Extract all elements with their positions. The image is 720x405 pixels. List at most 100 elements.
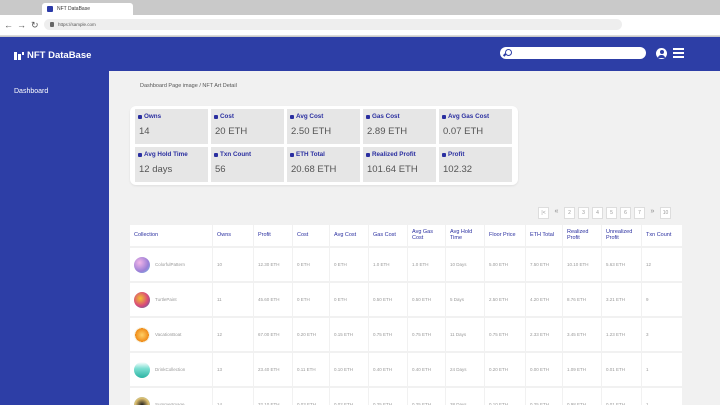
page-button[interactable]: 2 [564, 207, 575, 219]
logo[interactable]: NFT DataBase [14, 50, 91, 61]
table-cell: 3 [642, 318, 682, 351]
hash-icon [214, 152, 218, 157]
stat-value: 102.32 [443, 164, 473, 175]
search-icon [505, 49, 512, 56]
back-button[interactable]: ← [4, 20, 13, 30]
page-button[interactable]: 7 [634, 207, 645, 219]
page-prev-button[interactable]: « [554, 208, 559, 215]
table-cell: 0.10 ETH [330, 353, 368, 386]
table-cell: 3.45 ETH [563, 318, 601, 351]
main-content: Dashboard Page image / NFT Art Detail Ow… [109, 71, 720, 405]
stat-label: Owns [144, 113, 162, 120]
url-input[interactable]: https://sample.com [44, 19, 622, 30]
collection-avatar [134, 256, 150, 273]
column-header[interactable]: Profit [254, 225, 292, 246]
table-cell: 45.60 ETH [254, 283, 292, 316]
table-cell: 11 [213, 283, 253, 316]
profit-icon [366, 152, 370, 157]
column-header[interactable]: Txn Count [642, 225, 682, 246]
table-cell: 12 [213, 318, 253, 351]
column-header[interactable]: Unrealized Profit [602, 225, 641, 246]
eth-icon [290, 152, 294, 157]
page-first-button[interactable]: |< [538, 207, 549, 219]
column-header[interactable]: Avg Hold Time [446, 225, 484, 246]
table-row[interactable]: VacationBoat 12 67.00 ETH 0.20 ETH 0.15 ETH 0… [130, 318, 682, 351]
collection-cell: ColorfulPattern [130, 248, 212, 281]
logo-icon [14, 51, 24, 60]
table-cell: 0.01 ETH [602, 353, 641, 386]
column-header[interactable]: Gas Cost [369, 225, 407, 246]
stat-profit: Profit 102.32 [439, 147, 512, 182]
reload-button[interactable]: ↻ [31, 20, 39, 30]
table-cell: 11 Days [446, 318, 484, 351]
page-button[interactable]: 3 [578, 207, 589, 219]
table-cell: 4.20 ETH [526, 283, 562, 316]
collection-name[interactable]: VacationBoat [155, 332, 182, 337]
tab-favicon-icon [47, 6, 53, 12]
stat-gas-cost: Gas Cost 2.89 ETH [363, 109, 436, 144]
collection-name[interactable]: DrinkCollection [155, 367, 186, 372]
collection-avatar [134, 326, 150, 343]
page-next-button[interactable]: » [650, 208, 655, 215]
column-header[interactable]: Avg Cost [330, 225, 368, 246]
table-cell: 0.10 ETH [485, 388, 525, 405]
table-cell: 0.75 ETH [369, 318, 407, 351]
stat-value: 14 [139, 126, 150, 137]
column-header[interactable]: ETH Total [526, 225, 562, 246]
lock-icon [50, 22, 54, 27]
stat-value: 0.07 ETH [443, 126, 484, 137]
collection-avatar [134, 361, 150, 378]
table-cell: 0 ETH [330, 248, 368, 281]
table-cell: 2.33 ETH [526, 318, 562, 351]
column-header[interactable]: Realized Profit [563, 225, 601, 246]
page-button[interactable]: 6 [620, 207, 631, 219]
table-row[interactable]: SummerImage 14 32.10 ETH 0.03 ETH 0.02 ETH 0.… [130, 388, 682, 405]
page-button[interactable]: 4 [592, 207, 603, 219]
table-cell: 0 ETH [293, 248, 329, 281]
stats-panel: Owns 14 Cost 20 ETH Avg Cost 2.50 ETH Ga… [130, 106, 518, 185]
browser-tab[interactable]: NFT DataBase [42, 3, 133, 15]
table-cell: 0.40 ETH [369, 353, 407, 386]
stat-eth-total: ETH Total 20.68 ETH [287, 147, 360, 182]
table-cell: 5.00 ETH [485, 248, 525, 281]
user-icon[interactable] [656, 48, 667, 59]
table-cell: 1.0 ETH [369, 248, 407, 281]
table-cell: 0.98 ETH [563, 388, 601, 405]
stat-label: Gas Cost [372, 113, 400, 120]
menu-icon[interactable] [673, 48, 684, 58]
pagination: |< « 2 3 4 5 6 7 » 10 [538, 207, 671, 219]
stat-label: Realized Profit [372, 151, 416, 158]
table-cell: 12.30 ETH [254, 248, 292, 281]
stat-label: Txn Count [220, 151, 252, 158]
table-cell: 12 [642, 248, 682, 281]
table-cell: 23.40 ETH [254, 353, 292, 386]
table-cell: 0.01 ETH [602, 388, 641, 405]
page-button[interactable]: 5 [606, 207, 617, 219]
stat-label: Avg Cost [296, 113, 324, 120]
table-row[interactable]: DrinkCollection 13 23.40 ETH 0.11 ETH 0.10 E… [130, 353, 682, 386]
column-header[interactable]: Cost [293, 225, 329, 246]
column-header[interactable]: Collection [130, 225, 212, 246]
column-header[interactable]: Avg Gas Cost [408, 225, 445, 246]
collection-name[interactable]: ColorfulPattern [155, 262, 186, 267]
table-row[interactable]: ColorfulPattern 10 12.30 ETH 0 ETH 0 ETH 1.0 … [130, 248, 682, 281]
table-row[interactable]: TurtlePaint 11 45.60 ETH 0 ETH 0 ETH 0.50 ETH… [130, 283, 682, 316]
column-header[interactable]: Owns [213, 225, 253, 246]
sidebar: Dashboard [0, 71, 109, 405]
profit-icon [442, 152, 446, 157]
table-cell: 0.25 ETH [408, 388, 445, 405]
table-cell: 2.50 ETH [485, 283, 525, 316]
collection-name[interactable]: TurtlePaint [155, 297, 177, 302]
table-cell: 0.02 ETH [330, 388, 368, 405]
sidebar-item-dashboard[interactable]: Dashboard [14, 88, 49, 95]
table-header: Collection Owns Profit Cost Avg Cost Gas Cost… [130, 225, 682, 246]
search-input[interactable] [500, 47, 646, 59]
forward-button[interactable]: → [17, 20, 26, 30]
stat-label: Profit [448, 151, 465, 158]
table-cell: 0.03 ETH [293, 388, 329, 405]
collection-name[interactable]: SummerImage [155, 402, 185, 405]
collection-avatar [134, 291, 150, 308]
page-last-button[interactable]: 10 [660, 207, 671, 219]
column-header[interactable]: Floor Price [485, 225, 525, 246]
table-cell: 9 [642, 283, 682, 316]
